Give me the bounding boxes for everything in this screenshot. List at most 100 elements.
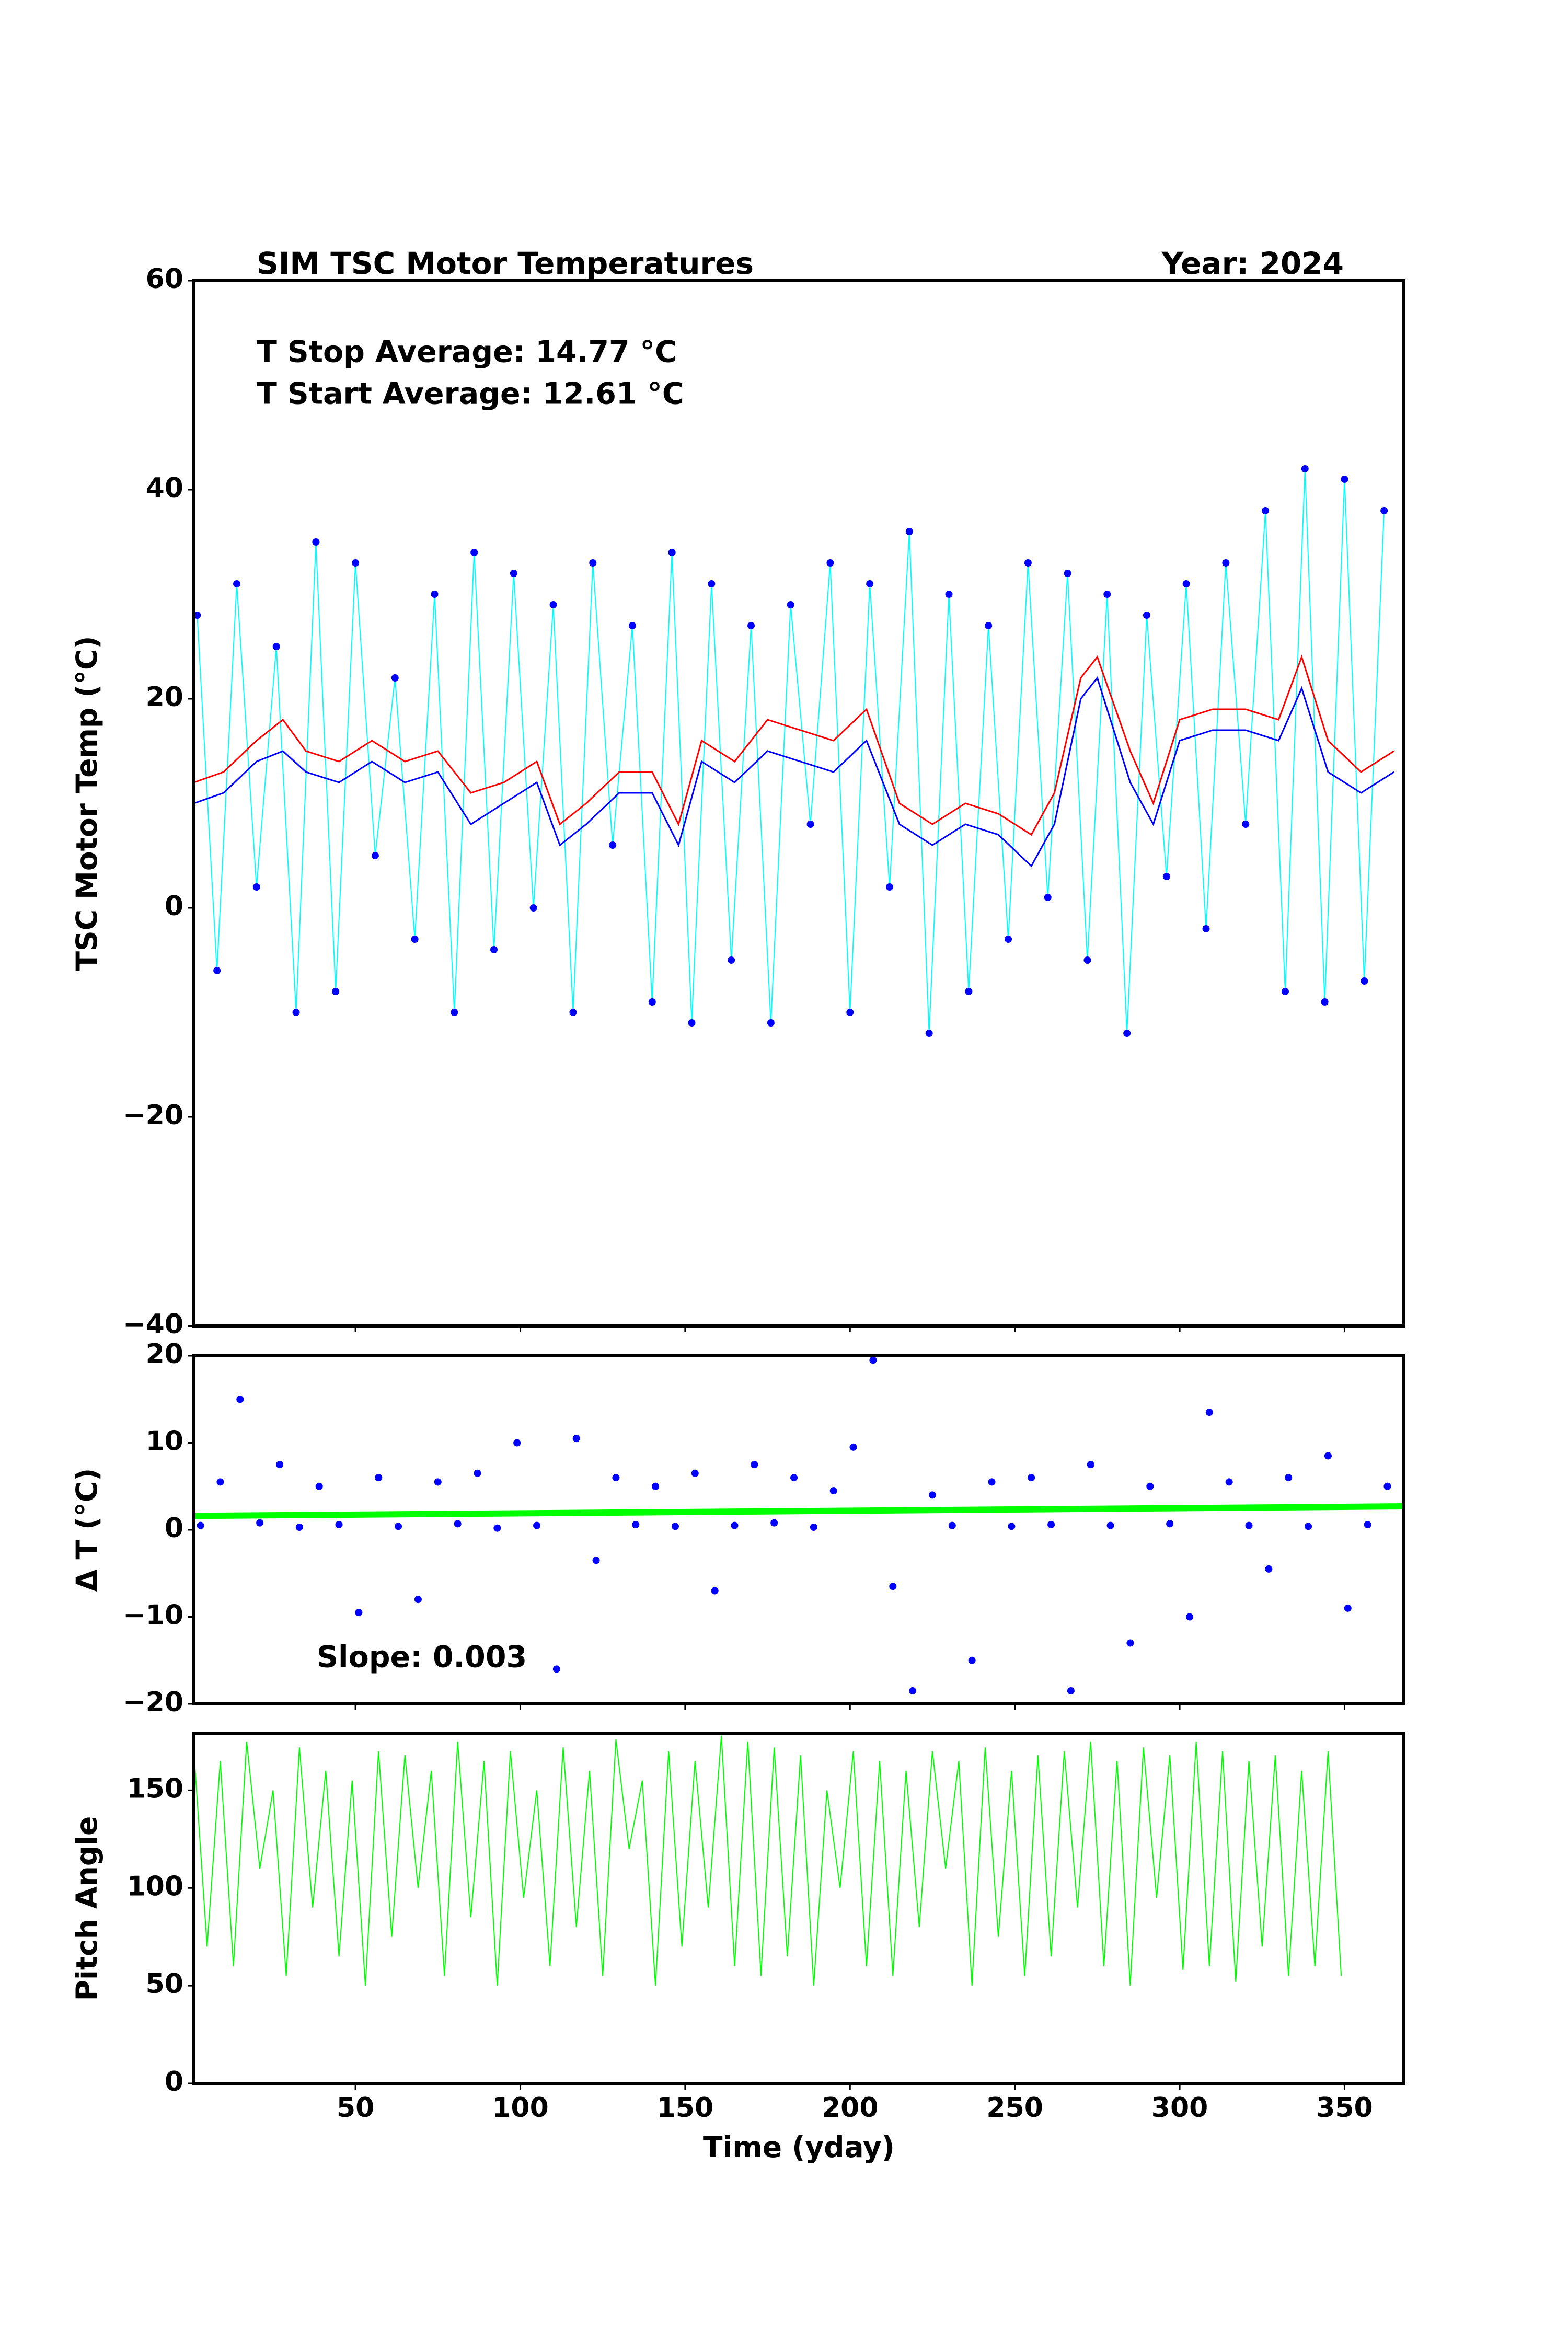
data-point	[1028, 1474, 1035, 1482]
data-point	[312, 538, 320, 546]
annotation: T Stop Average: 14.77 °C	[257, 335, 677, 370]
data-point	[846, 1009, 854, 1016]
data-point	[335, 1521, 343, 1529]
x-axis-label: Time (yday)	[703, 2130, 895, 2164]
annotation: Slope: 0.003	[317, 1640, 527, 1675]
data-point	[1225, 1478, 1233, 1486]
y-axis-label: Pitch Angle	[70, 1816, 103, 2001]
data-point	[1361, 977, 1368, 985]
data-point	[292, 1009, 300, 1016]
data-point	[371, 852, 379, 859]
plot-frame	[192, 1354, 1405, 1705]
data-point	[552, 1665, 560, 1673]
data-point	[434, 1478, 442, 1486]
data-point	[1067, 1687, 1075, 1695]
data-point	[1321, 998, 1329, 1006]
data-point	[1202, 925, 1210, 932]
data-point	[790, 1474, 798, 1482]
series-line	[194, 1735, 1342, 1986]
data-point	[612, 1474, 620, 1482]
data-point	[691, 1469, 699, 1477]
x-tick-label: 200	[822, 2092, 879, 2124]
data-point	[889, 1583, 897, 1590]
data-point	[849, 1443, 857, 1451]
data-point	[708, 580, 716, 587]
data-point	[787, 601, 794, 608]
data-point	[968, 1656, 976, 1664]
data-point	[1185, 1613, 1193, 1621]
data-point	[866, 580, 874, 587]
data-point	[988, 1478, 996, 1486]
data-point	[1083, 956, 1091, 964]
data-point	[1364, 1521, 1371, 1529]
data-point	[869, 1356, 877, 1364]
data-point	[826, 559, 834, 567]
data-point	[810, 1524, 817, 1531]
y-tick-label: 20	[146, 682, 183, 713]
data-point	[985, 622, 993, 629]
data-point	[1281, 988, 1289, 995]
x-tick-label: 300	[1151, 2092, 1208, 2124]
y-tick-label: 0	[165, 2066, 183, 2097]
data-point	[451, 1009, 458, 1016]
data-point	[1008, 1523, 1016, 1530]
plot-frame	[192, 279, 1405, 1328]
data-point	[885, 883, 893, 891]
data-point	[1265, 1565, 1273, 1573]
series-line	[197, 468, 1385, 1034]
data-point	[1166, 1520, 1174, 1528]
data-point	[1087, 1461, 1094, 1469]
data-point	[1324, 1452, 1332, 1460]
data-point	[216, 1478, 224, 1486]
data-point	[414, 1596, 422, 1604]
data-point	[1383, 1482, 1391, 1490]
data-point	[909, 1687, 917, 1695]
data-point	[1205, 1409, 1213, 1416]
data-point	[652, 1482, 660, 1490]
y-tick-label: −40	[123, 1309, 183, 1340]
data-point	[1222, 559, 1230, 567]
data-point	[510, 570, 517, 577]
data-point	[533, 1521, 541, 1529]
data-point	[1262, 507, 1270, 514]
data-point	[572, 1435, 580, 1443]
y-tick-label: 20	[146, 1339, 183, 1370]
y-tick-label: 100	[126, 1871, 183, 1902]
data-point	[411, 936, 419, 943]
data-point	[648, 998, 656, 1006]
data-point	[1162, 873, 1170, 880]
data-point	[454, 1520, 462, 1528]
data-point	[1005, 936, 1012, 943]
chart-title: SIM TSC Motor Temperatures	[257, 246, 754, 281]
x-tick-label: 50	[337, 2092, 374, 2124]
data-point	[1305, 1523, 1312, 1530]
data-point	[194, 612, 201, 619]
data-point	[751, 1461, 758, 1469]
series-line	[194, 654, 1394, 836]
data-point	[905, 528, 913, 535]
data-point	[1047, 1521, 1055, 1529]
annotation: T Start Average: 12.61 °C	[257, 377, 684, 411]
x-tick-label: 100	[492, 2092, 549, 2124]
data-point	[1103, 591, 1111, 598]
data-point	[1245, 1521, 1253, 1529]
data-point	[711, 1587, 719, 1595]
data-point	[513, 1439, 521, 1447]
data-point	[747, 622, 755, 629]
data-point	[375, 1474, 383, 1482]
y-axis-label: Δ T (°C)	[70, 1468, 103, 1592]
plot-frame	[192, 1732, 1405, 2085]
y-tick-label: −20	[123, 1687, 183, 1718]
data-point	[1285, 1474, 1293, 1482]
data-point	[688, 1019, 696, 1027]
data-point	[728, 956, 735, 964]
data-point	[767, 1019, 775, 1027]
data-point	[965, 988, 973, 995]
data-point	[1242, 821, 1250, 828]
data-point	[1182, 580, 1190, 587]
data-point	[592, 1557, 600, 1564]
data-point	[1064, 570, 1071, 577]
data-point	[829, 1487, 837, 1495]
data-point	[197, 1521, 204, 1529]
